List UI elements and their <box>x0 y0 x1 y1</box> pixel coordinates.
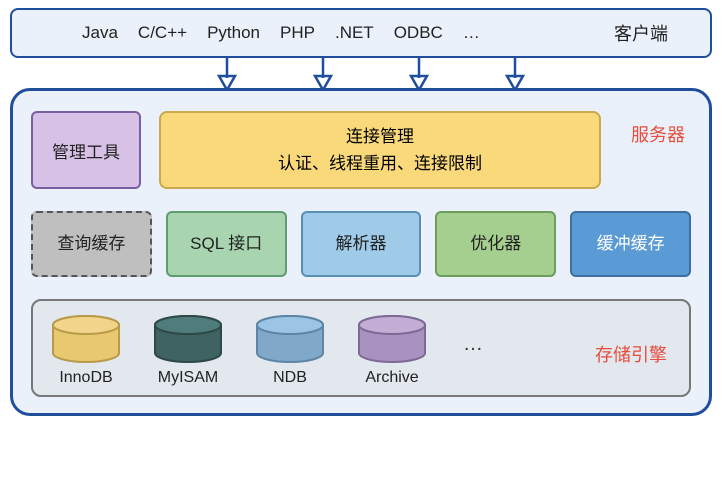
storage-label: 存储引擎 <box>595 341 667 367</box>
client-langs: Java C/C++ Python PHP .NET ODBC … <box>26 23 596 43</box>
cylinder-icon <box>153 315 223 363</box>
server-box: 服务器 管理工具 连接管理 认证、线程重用、连接限制 查询缓存SQL 接口解析器… <box>10 88 712 416</box>
storage-engine: NDB <box>255 315 325 387</box>
component-bufc: 缓冲缓存 <box>570 211 691 277</box>
arrow-down-icon <box>504 56 526 90</box>
client-box: Java C/C++ Python PHP .NET ODBC … 客户端 <box>10 8 712 58</box>
engines-ellipsis: … <box>459 333 483 370</box>
client-lang: C/C++ <box>138 23 187 43</box>
component-sqlif: SQL 接口 <box>166 211 287 277</box>
engine-label: Archive <box>365 369 418 387</box>
client-label: 客户端 <box>614 20 696 46</box>
conn-mgmt-subtitle: 认证、线程重用、连接限制 <box>278 150 482 177</box>
client-lang: Java <box>82 23 118 43</box>
client-lang: .NET <box>335 23 374 43</box>
management-tools-box: 管理工具 <box>31 111 141 189</box>
storage-engines-box: 存储引擎 InnoDB MyISAM NDB Archive … <box>31 299 691 397</box>
arrow-down-icon <box>216 56 238 90</box>
server-components-row: 查询缓存SQL 接口解析器优化器缓冲缓存 <box>31 211 691 277</box>
engine-label: NDB <box>273 369 307 387</box>
server-label: 服务器 <box>631 121 685 147</box>
component-optim: 优化器 <box>435 211 556 277</box>
engines-row: InnoDB MyISAM NDB Archive … <box>51 315 671 387</box>
component-qcache: 查询缓存 <box>31 211 152 277</box>
arrow-down-icon <box>408 56 430 90</box>
component-parser: 解析器 <box>301 211 422 277</box>
arrow-down-icon <box>312 56 334 90</box>
connection-management-box: 连接管理 认证、线程重用、连接限制 <box>159 111 601 189</box>
cylinder-icon <box>255 315 325 363</box>
client-lang: ODBC <box>394 23 443 43</box>
client-lang: … <box>463 23 480 43</box>
storage-engine: MyISAM <box>153 315 223 387</box>
cylinder-icon <box>357 315 427 363</box>
conn-mgmt-title: 连接管理 <box>346 123 414 150</box>
engine-label: MyISAM <box>158 369 218 387</box>
storage-engine: InnoDB <box>51 315 121 387</box>
storage-engine: Archive <box>357 315 427 387</box>
server-row-top: 管理工具 连接管理 认证、线程重用、连接限制 <box>31 111 691 189</box>
arrows-row <box>10 56 712 90</box>
client-lang: Python <box>207 23 260 43</box>
client-lang: PHP <box>280 23 315 43</box>
engine-label: InnoDB <box>59 369 112 387</box>
cylinder-icon <box>51 315 121 363</box>
